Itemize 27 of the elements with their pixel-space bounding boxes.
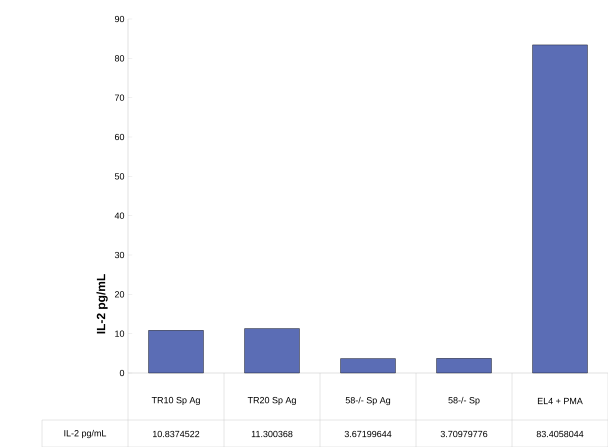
bar bbox=[436, 358, 492, 374]
y-axis-title: IL-2 pg/mL bbox=[96, 274, 108, 334]
data-label: 3.67199644 bbox=[344, 430, 392, 438]
y-tick-label: 80 bbox=[114, 55, 124, 62]
y-tick-label: 20 bbox=[114, 291, 124, 298]
y-tick-label: 40 bbox=[114, 212, 124, 219]
x-tick-label: 58-/- Sp Ag bbox=[346, 396, 390, 406]
y-tick-label: 60 bbox=[114, 134, 124, 140]
x-tick-label: TR10 Sp Ag bbox=[152, 396, 200, 406]
data-label: 3.70979776 bbox=[440, 430, 488, 438]
data-label: 11.300368 bbox=[252, 430, 292, 438]
y-tick-label: 0 bbox=[120, 370, 124, 376]
x-tick-label: 58-/- Sp bbox=[448, 396, 480, 406]
bar bbox=[244, 328, 300, 374]
y-tick-label: 10 bbox=[115, 330, 124, 337]
data-label: 83.4058044 bbox=[536, 430, 584, 438]
x-tick-label: TR20 Sp Ag bbox=[248, 396, 296, 406]
data-label: 10.8374522 bbox=[153, 430, 200, 438]
y-tick-label: 30 bbox=[114, 252, 124, 258]
y-tick-label: 90 bbox=[114, 16, 124, 22]
bar bbox=[148, 330, 204, 374]
bar bbox=[532, 44, 588, 374]
text: IL-2 pg/mL bbox=[64, 430, 106, 438]
y-tick-label: 70 bbox=[114, 94, 124, 101]
x-tick-label: EL4 + PMA bbox=[538, 398, 583, 404]
bar bbox=[340, 358, 396, 374]
y-tick-label: 50 bbox=[114, 173, 124, 180]
